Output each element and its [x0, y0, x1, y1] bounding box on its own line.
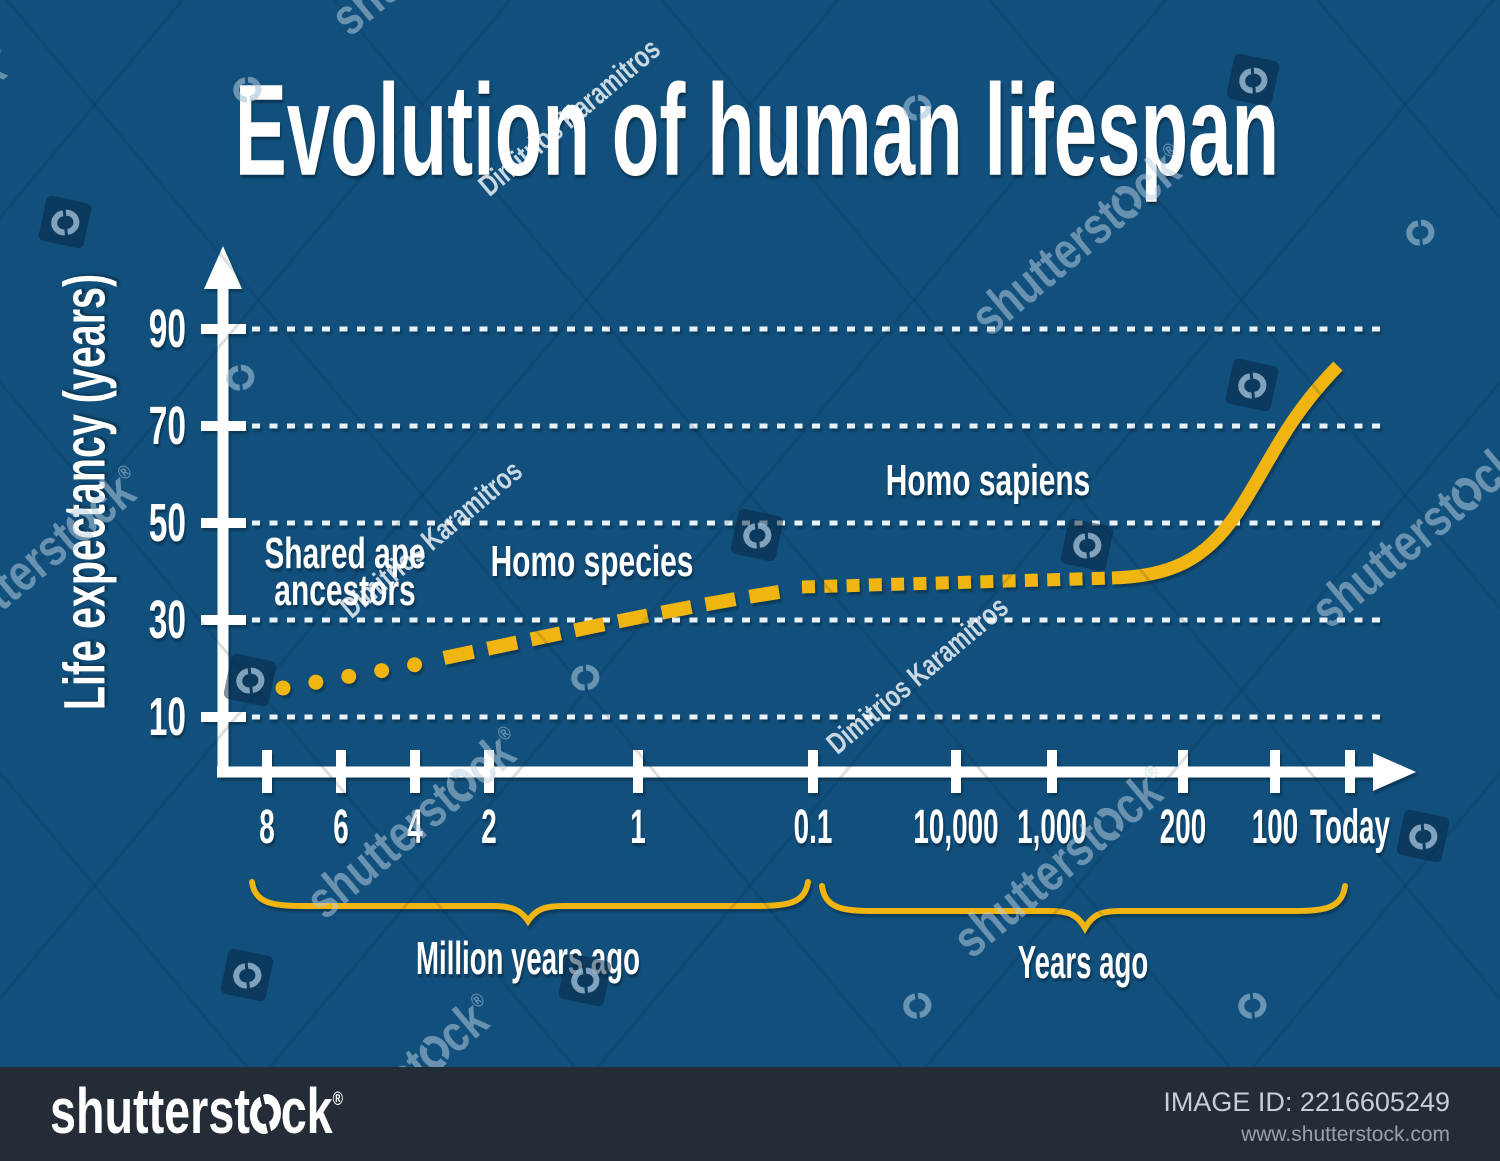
curve-segment-homo-species-dashed [442, 583, 794, 665]
logo-text: ck [280, 1075, 333, 1148]
shutterstock-url-text: www.shutterstock.com [1241, 1123, 1450, 1146]
y-axis-arrowhead [204, 246, 242, 289]
curve-segment-plateau-dense-dashed [801, 571, 1113, 594]
era-brace-2 [819, 883, 1348, 935]
logo-text: shutterst [50, 1075, 250, 1148]
shutterstock-footer-bar: shutterst ck® IMAGE ID: 2216605249 www.sh… [0, 1067, 1500, 1161]
shutterstock-mark-icon [251, 1095, 279, 1133]
curve-segment-homo-sapiens-solid [1111, 361, 1343, 585]
era-brace-1 [249, 879, 811, 927]
x-axis-arrowhead [1373, 753, 1416, 791]
curve-segment-shared-ape-dotted [275, 656, 427, 696]
image-id-text: IMAGE ID: 2216605249 [1163, 1087, 1450, 1117]
registered-mark: ® [332, 1089, 343, 1111]
shutterstock-logo: shutterst ck® [50, 1074, 343, 1148]
